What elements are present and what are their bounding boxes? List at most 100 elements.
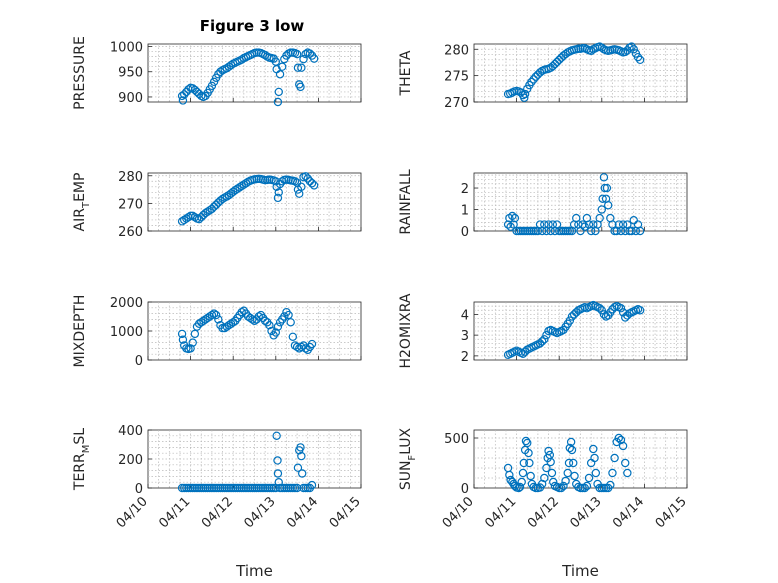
data-point xyxy=(544,446,553,456)
data-point xyxy=(260,316,270,326)
data-point xyxy=(540,335,549,344)
data-point xyxy=(184,212,193,222)
data-point xyxy=(597,205,607,214)
data-point xyxy=(535,68,545,77)
data-point xyxy=(517,477,526,487)
data-point xyxy=(228,318,238,327)
data-point xyxy=(178,96,188,105)
data-point xyxy=(614,433,624,443)
data-point xyxy=(267,326,276,336)
y-axis-label: MIXDEPTH xyxy=(72,295,88,368)
data-point xyxy=(550,59,560,69)
data-point xyxy=(211,310,221,320)
data-point xyxy=(284,310,293,320)
data-point xyxy=(177,217,187,226)
data-point xyxy=(273,322,283,331)
x-tick-label: 04/10 xyxy=(440,494,477,531)
data-point xyxy=(595,304,604,313)
data-point xyxy=(627,42,636,51)
data-point xyxy=(520,89,530,99)
y-tick-label: 4 xyxy=(461,308,469,323)
data-point xyxy=(250,316,259,326)
subplot-h2omixra: 2 3 4 H2OMIXRA xyxy=(398,293,688,369)
data-point xyxy=(557,483,566,493)
data-point xyxy=(542,330,551,340)
y-tick-label: 2 xyxy=(461,182,469,197)
y-axis-label: THETA xyxy=(398,50,414,96)
data-point xyxy=(280,312,289,321)
y-tick-label: 260 xyxy=(118,225,143,240)
y-tick-label: 1000 xyxy=(110,41,143,56)
data-point xyxy=(273,456,282,465)
data-point xyxy=(186,344,195,353)
data-point xyxy=(177,329,187,339)
data-point xyxy=(548,61,558,71)
data-point xyxy=(305,49,315,58)
data-point xyxy=(589,444,598,454)
data-point xyxy=(290,177,300,186)
x-tick-label: 04/15 xyxy=(327,494,364,531)
x-tick-label: 04/11 xyxy=(482,494,519,531)
data-point xyxy=(531,72,540,81)
data-point xyxy=(297,63,306,72)
data-point xyxy=(546,457,555,467)
data-point xyxy=(274,188,283,197)
y-axis-label: PRESSURE xyxy=(72,36,88,110)
data-point xyxy=(307,339,317,349)
data-point xyxy=(296,82,305,92)
data-point xyxy=(590,453,599,463)
subplot-rainfall: 0 1 2 RAINFALL xyxy=(398,169,688,240)
data-point xyxy=(178,335,188,344)
data-point xyxy=(180,215,189,225)
data-point xyxy=(214,315,223,324)
y-axis-label: H2OMIXRA xyxy=(398,293,414,368)
data-point xyxy=(606,480,615,490)
y-tick-label: 275 xyxy=(444,70,469,85)
data-point xyxy=(207,81,217,91)
data-point xyxy=(254,312,263,321)
data-point xyxy=(542,463,551,473)
data-point xyxy=(274,87,283,97)
y-axis-label: SUNFLUX xyxy=(398,427,418,490)
data-point xyxy=(582,481,592,491)
y-tick-label: 2000 xyxy=(110,296,143,311)
subplot-air-temp: 260 270 280 AIRTEMP xyxy=(72,170,362,240)
y-tick-label: 500 xyxy=(444,432,469,447)
y-axis-label: AIRTEMP xyxy=(72,173,92,232)
data-point xyxy=(293,463,303,472)
data-point xyxy=(220,323,229,333)
data-point xyxy=(307,480,317,490)
data-point xyxy=(529,75,538,84)
data-point xyxy=(629,45,638,54)
data-point xyxy=(599,173,609,182)
data-point xyxy=(295,344,304,353)
data-point xyxy=(241,179,251,188)
data-point xyxy=(559,481,568,491)
data-point xyxy=(277,62,287,71)
x-tick-label: 04/11 xyxy=(156,494,193,531)
x-tick-label: 04/14 xyxy=(610,494,647,531)
data-point xyxy=(563,468,572,478)
data-point xyxy=(243,312,253,321)
data-point xyxy=(301,344,310,353)
y-axis-label: TERRMSL xyxy=(72,428,92,491)
data-point xyxy=(597,306,607,315)
data-point xyxy=(237,307,246,317)
data-point xyxy=(207,310,217,320)
data-point xyxy=(580,222,589,231)
data-point xyxy=(296,443,305,452)
data-point xyxy=(526,471,535,481)
data-point xyxy=(209,309,219,318)
data-point xyxy=(527,77,536,87)
data-point xyxy=(188,338,197,347)
data-point xyxy=(537,337,547,346)
x-tick-label: 04/15 xyxy=(653,494,690,531)
data-point xyxy=(564,458,574,468)
data-point xyxy=(203,207,212,216)
data-point xyxy=(271,328,280,337)
data-point xyxy=(510,213,520,223)
data-point xyxy=(570,471,579,481)
data-point xyxy=(565,443,575,453)
data-point xyxy=(616,304,626,313)
data-point xyxy=(180,90,189,99)
